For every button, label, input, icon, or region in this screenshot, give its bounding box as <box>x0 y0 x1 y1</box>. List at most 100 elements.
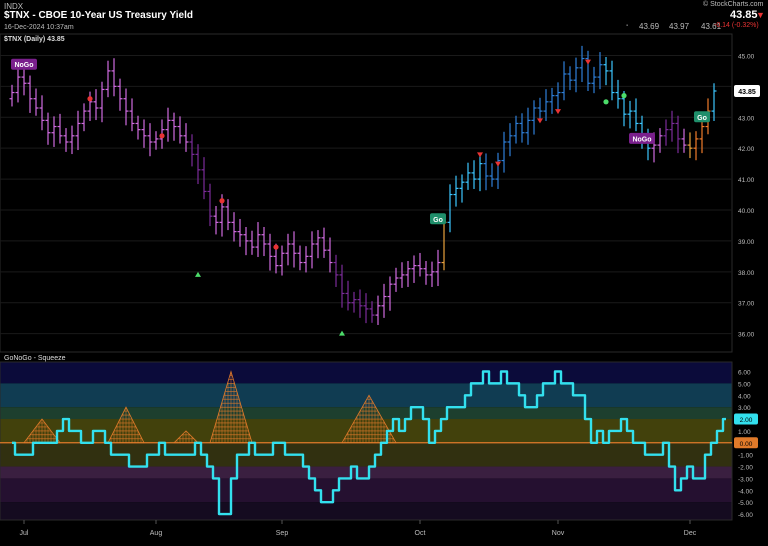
x-tick-label: Nov <box>552 530 565 537</box>
price-tick-label: 36.00 <box>738 332 755 339</box>
oscillator-tick-label: 1.00 <box>738 429 751 436</box>
price-bar <box>549 87 555 114</box>
price-bar <box>81 103 87 132</box>
last-price: 43.85 <box>730 9 758 21</box>
price-bar <box>141 119 147 148</box>
price-bar <box>423 261 429 285</box>
price-bar <box>45 112 51 145</box>
red-triangle-marker <box>537 118 543 124</box>
price-bar <box>123 88 129 126</box>
price-bar <box>339 264 345 308</box>
brand-label: © StockCharts.com <box>703 1 764 8</box>
price-bar <box>405 261 411 287</box>
price-bar <box>417 252 423 277</box>
x-tick-label: Sep <box>276 530 289 537</box>
green-triangle-marker <box>339 330 345 336</box>
price-bar <box>39 95 45 131</box>
last-price-badge <box>734 85 760 97</box>
price-bar <box>597 52 603 90</box>
price-bar <box>249 230 255 255</box>
go-label-text: Go <box>433 217 443 224</box>
oscillator-last-badge-text: 2.00 <box>740 417 753 424</box>
squeeze-ladder <box>23 418 61 444</box>
price-bar <box>255 222 261 257</box>
price-bar <box>69 125 75 155</box>
price-bar <box>111 58 117 97</box>
oscillator-tick-label: -1.00 <box>738 453 753 460</box>
price-bar <box>183 123 189 152</box>
price-bar <box>561 61 567 101</box>
price-bar <box>633 98 639 132</box>
date-stamp: 16-Dec-2024 10:37am <box>4 24 74 31</box>
oscillator-line <box>12 370 726 516</box>
price-bar <box>201 157 207 200</box>
price-bar <box>315 230 321 259</box>
price-bar <box>609 60 615 101</box>
price-bar <box>681 128 687 153</box>
price-bar <box>75 110 81 151</box>
price-bar <box>591 66 597 94</box>
oscillator-last-badge <box>734 413 758 425</box>
price-bar <box>387 276 393 311</box>
price-bar <box>231 212 237 242</box>
oscillator-tick-label: -6.00 <box>738 512 753 519</box>
oscillator-panel <box>0 361 733 521</box>
price-bar <box>15 66 21 103</box>
price-bar <box>243 227 249 256</box>
price-bar <box>657 128 663 153</box>
oscillator-band <box>0 442 732 467</box>
ohlc-open: 43.69 <box>639 22 660 31</box>
oscillator-band <box>0 383 732 408</box>
price-bar <box>177 116 183 144</box>
price-bar <box>381 283 387 318</box>
price-bar <box>285 233 291 266</box>
price-bar <box>567 66 573 91</box>
oscillator-tick-label: 5.00 <box>738 381 751 388</box>
oscillator-tick-label: -3.00 <box>738 476 753 483</box>
price-bar <box>63 128 69 152</box>
price-bar <box>663 119 669 146</box>
price-bar <box>543 89 549 121</box>
price-bar <box>429 261 435 287</box>
oscillator-tick-label: -5.00 <box>738 500 753 507</box>
price-bar <box>345 280 351 311</box>
price-bar <box>117 78 123 111</box>
red-triangle-marker <box>555 109 561 115</box>
red-dot-marker <box>87 96 93 102</box>
price-bar <box>585 50 591 91</box>
price-bar <box>165 107 171 142</box>
price-bar <box>693 131 699 161</box>
price-bar <box>675 115 681 154</box>
ohlc-low: 43.61 <box>701 22 722 31</box>
price-bar <box>327 237 333 273</box>
oscillator-panel-title: GoNoGo - Squeeze <box>4 355 66 362</box>
price-bar <box>411 255 417 283</box>
price-bar <box>333 254 339 287</box>
price-bar <box>267 233 273 271</box>
price-bar <box>501 131 507 173</box>
price-bar <box>195 144 201 185</box>
chart-header: INDX $TNX - CBOE 10-Year US Treasury Yie… <box>0 0 768 34</box>
ohlc-separator: ▪ <box>626 23 629 29</box>
price-bar <box>171 112 177 141</box>
red-triangle-marker <box>495 161 501 167</box>
price-bar <box>687 132 693 159</box>
x-tick-label: Aug <box>150 530 163 537</box>
chart-title: $TNX - CBOE 10-Year US Treasury Yield <box>4 10 193 21</box>
nogo-label-box <box>629 132 655 144</box>
red-triangle-marker <box>477 152 483 158</box>
go-label: Go <box>430 213 446 225</box>
price-bar <box>711 83 717 121</box>
x-tick-label: Jul <box>20 530 29 537</box>
price-bar <box>321 227 327 258</box>
x-tick-label: Oct <box>415 530 426 537</box>
price-bar <box>357 289 363 318</box>
price-panel-title: $TNX (Daily) 43.85 <box>4 36 65 43</box>
price-bar <box>93 89 99 121</box>
price-bar <box>153 131 159 150</box>
price-bar <box>393 267 399 292</box>
red-dot-marker <box>159 133 165 139</box>
price-tick-label: 38.00 <box>738 270 755 277</box>
price-bar <box>57 113 63 144</box>
